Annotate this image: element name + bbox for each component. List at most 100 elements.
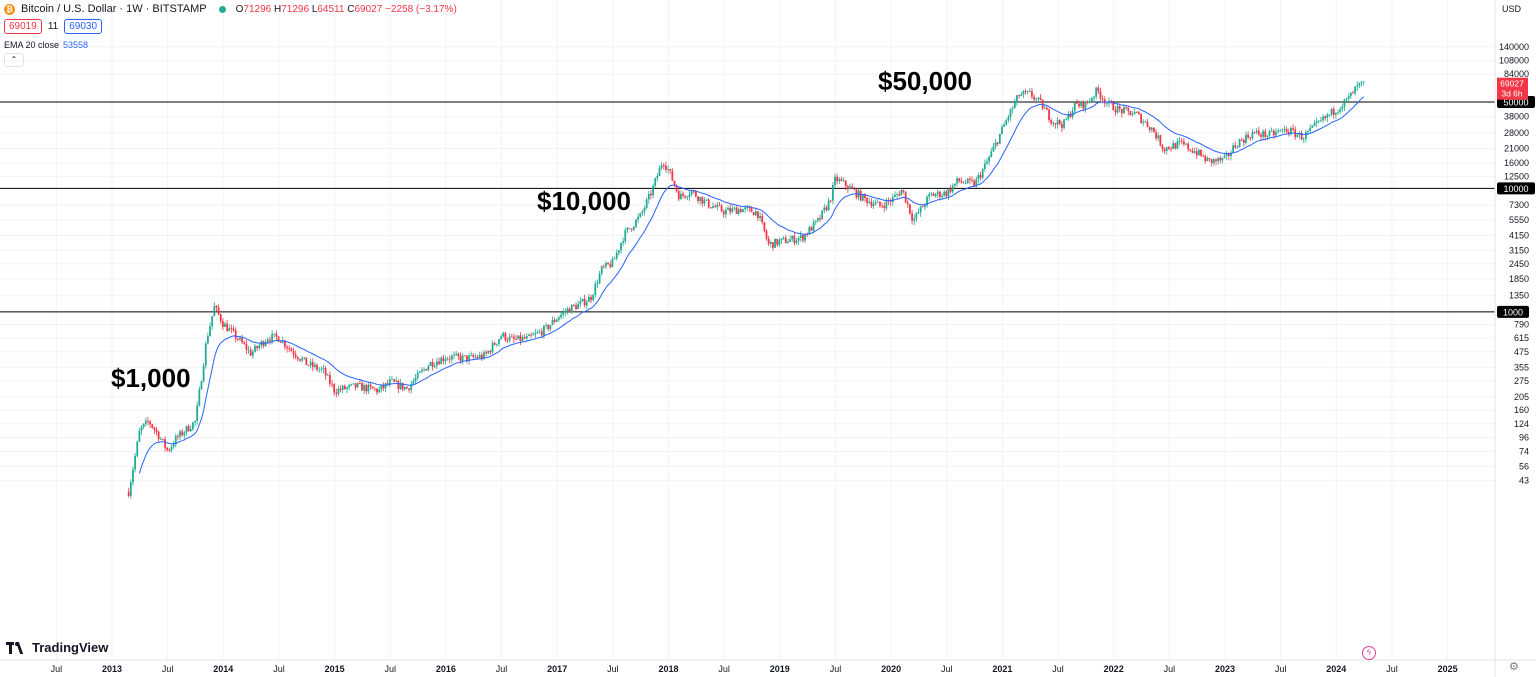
candle-body — [1262, 131, 1264, 137]
candle-body — [498, 339, 500, 344]
candle-body — [1033, 96, 1035, 100]
buy-price-button[interactable]: 69030 — [64, 19, 103, 34]
y-tick-label: 74 — [1519, 446, 1529, 456]
candle-body — [1330, 108, 1333, 115]
candle-body — [791, 235, 794, 240]
candle-body — [1204, 155, 1207, 162]
candle-body — [269, 339, 271, 342]
candle-body — [930, 193, 933, 195]
candle-body — [307, 364, 310, 366]
candle-body — [598, 273, 601, 284]
candle-body — [517, 335, 520, 340]
candle-body — [487, 350, 490, 354]
candle-body — [1307, 131, 1309, 132]
currency-label[interactable]: USD — [1502, 4, 1522, 14]
candle-body — [981, 169, 984, 178]
candle-body — [510, 336, 513, 338]
candle-body — [1061, 124, 1063, 128]
candle-body — [489, 350, 492, 353]
candle-body — [660, 165, 663, 168]
candle-body — [371, 386, 374, 389]
candle-body — [127, 491, 130, 497]
candle-body — [1001, 126, 1003, 134]
candle-body — [296, 356, 299, 360]
candle-body — [1257, 130, 1260, 135]
candle-body — [709, 207, 712, 209]
candle-body — [215, 305, 218, 308]
candle-body — [1296, 134, 1299, 137]
candle-body — [628, 228, 631, 229]
candle-body — [1189, 149, 1192, 151]
candle-body — [795, 240, 798, 244]
candle-body — [545, 325, 547, 326]
bitcoin-coin-icon: ₿ — [4, 3, 15, 15]
candle-body — [690, 191, 693, 195]
candle-body — [1208, 158, 1211, 160]
candle-body — [673, 180, 676, 186]
x-tick-label: Jul — [941, 664, 953, 674]
candle-body — [712, 206, 714, 208]
ema-legend[interactable]: EMA 20 close 53558 — [4, 40, 88, 50]
candle-body — [555, 319, 558, 322]
candle-body — [1095, 87, 1098, 97]
candle-body — [1347, 96, 1350, 99]
candle-body — [669, 169, 672, 171]
candle-body — [551, 319, 554, 325]
candle-body — [1217, 157, 1220, 162]
candle-body — [1046, 107, 1048, 110]
candle-body — [397, 380, 400, 389]
ema-line[interactable] — [138, 96, 1365, 474]
candle-body — [909, 204, 911, 214]
candle-body — [789, 239, 791, 242]
candle-body — [844, 180, 847, 187]
candle-body — [433, 365, 436, 367]
settings-gear-icon[interactable]: ⚙ — [1509, 661, 1519, 673]
candle-body — [251, 351, 254, 356]
candle-body — [692, 191, 695, 193]
candle-body — [868, 201, 871, 204]
candle-body — [136, 441, 139, 456]
candle-body — [339, 388, 342, 390]
sell-price-button[interactable]: 69019 — [4, 19, 42, 34]
live-status-dot — [218, 5, 226, 13]
candle-body — [587, 297, 590, 302]
candle-body — [185, 426, 188, 433]
candle-body — [928, 193, 931, 197]
candle-body — [209, 326, 211, 337]
candle-body — [1013, 102, 1016, 108]
candle-body — [166, 447, 169, 450]
candle-body — [769, 242, 772, 244]
collapse-legend-button[interactable]: ⌃ — [4, 53, 24, 67]
y-tick-label: 124 — [1514, 419, 1529, 429]
candle-body — [453, 354, 455, 356]
y-tick-label: 615 — [1514, 333, 1529, 343]
candle-body — [352, 383, 355, 385]
y-tick-label: 96 — [1519, 433, 1529, 443]
candle-body — [1349, 92, 1352, 97]
candle-body — [902, 190, 905, 192]
candle-body — [1103, 99, 1106, 104]
candle-body — [654, 178, 657, 186]
candle-body — [153, 427, 156, 430]
candle-body — [196, 405, 199, 421]
candle-body — [1242, 139, 1245, 143]
candle-body — [958, 178, 961, 182]
candle-body — [399, 382, 402, 389]
candle-body — [898, 194, 901, 196]
candle-body — [1003, 124, 1006, 127]
candle-body — [202, 365, 205, 382]
candle-body — [1050, 120, 1053, 124]
candle-body — [714, 206, 717, 208]
candle-body — [611, 258, 614, 268]
candle-body — [485, 352, 488, 354]
x-tick-label: 2013 — [102, 664, 122, 674]
candle-body — [1159, 135, 1162, 146]
candle-body — [219, 314, 222, 322]
lightning-icon[interactable]: ϟ — [1362, 646, 1376, 660]
candle-body — [579, 301, 582, 304]
symbol-title[interactable]: Bitcoin / U.S. Dollar · 1W · BITSTAMP — [21, 3, 207, 15]
candle-body — [465, 355, 468, 361]
candle-body — [358, 383, 361, 384]
candle-body — [249, 349, 252, 356]
